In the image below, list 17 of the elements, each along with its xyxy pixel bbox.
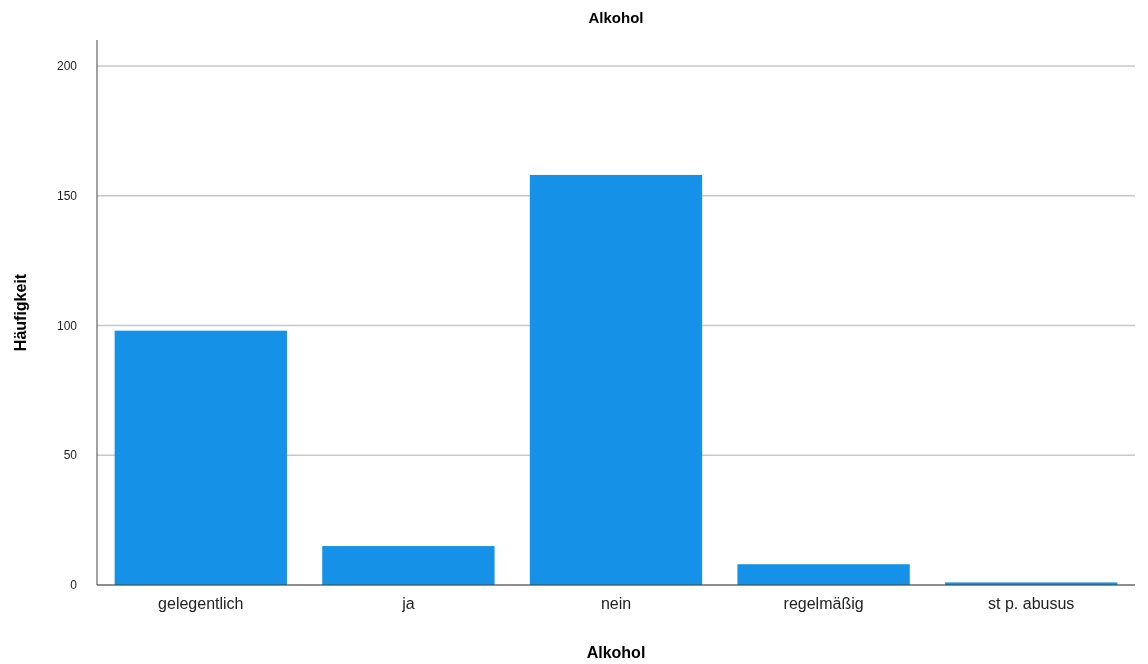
x-tick-label: gelegentlich (158, 595, 244, 612)
bar (322, 546, 495, 585)
y-tick-label: 0 (70, 578, 78, 593)
x-tick-label: regelmäßig (783, 595, 864, 612)
x-tick-label: nein (600, 595, 632, 612)
x-tick-label: st p. abusus (988, 595, 1075, 612)
bar (114, 330, 287, 585)
y-tick-label: 50 (63, 448, 78, 463)
x-tick-label: ja (401, 595, 415, 612)
x-axis-title: Alkohol (586, 644, 646, 661)
bar (529, 174, 703, 585)
y-tick-label: 150 (56, 188, 78, 203)
y-tick-label: 200 (56, 59, 78, 74)
chart-title: Alkohol (588, 9, 644, 26)
y-axis-title: Häufigkeit (12, 273, 29, 352)
bar (737, 564, 910, 585)
y-tick-label: 100 (56, 318, 78, 333)
